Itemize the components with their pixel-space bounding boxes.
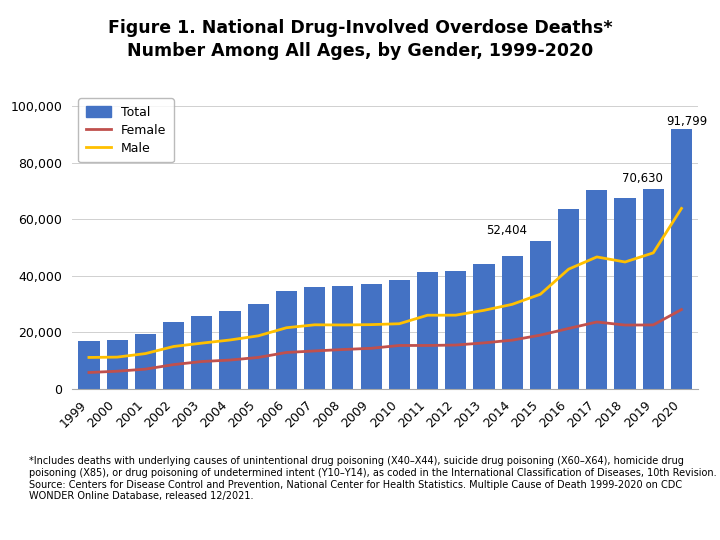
Bar [192,316,212,389]
Bar [614,198,636,389]
Bar [389,280,410,389]
Bar [558,209,579,389]
Text: 91,799: 91,799 [666,115,707,128]
Bar [107,340,127,389]
Text: *Includes deaths with underlying causes of unintentional drug poisoning (X40–X44: *Includes deaths with underlying causes … [29,456,716,501]
Bar [473,265,495,389]
Text: 70,630: 70,630 [621,172,662,185]
Bar [220,311,240,389]
Bar [163,322,184,389]
Bar [135,334,156,389]
Bar [248,305,269,389]
Bar [78,341,99,389]
Bar [445,272,467,389]
Bar [276,292,297,389]
Bar [361,284,382,389]
Text: 52,404: 52,404 [486,224,527,237]
Bar [304,287,325,389]
Bar [530,241,551,389]
Bar [671,129,692,389]
Bar [586,190,608,389]
Bar [502,256,523,389]
Bar [643,189,664,389]
Bar [417,272,438,389]
Legend: Total, Female, Male: Total, Female, Male [78,98,174,162]
Bar [333,286,354,389]
Text: Figure 1. National Drug-Involved Overdose Deaths*
Number Among All Ages, by Gend: Figure 1. National Drug-Involved Overdos… [108,19,612,60]
